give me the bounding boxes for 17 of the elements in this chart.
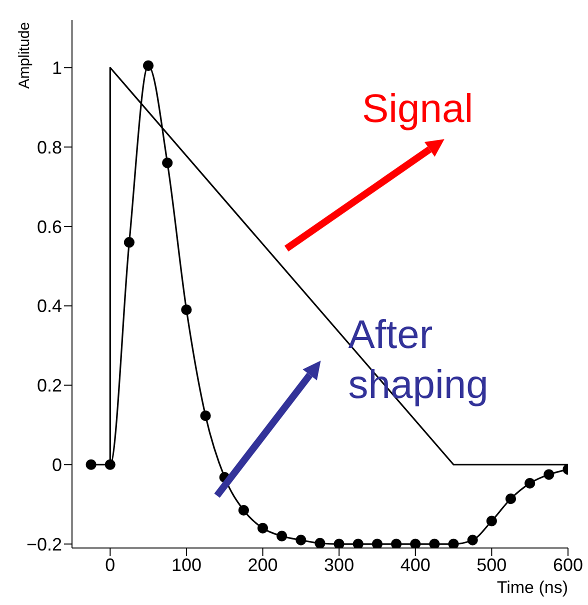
y-tick-label: 0.2: [36, 376, 62, 396]
annotation: Signal: [362, 86, 474, 133]
y-tick-label: 0: [52, 455, 62, 476]
x-tick-label: 300: [324, 554, 354, 575]
y-tick-label: 0.6: [36, 216, 62, 237]
y-axis-title: Amplitude: [16, 22, 33, 89]
x-tick-label: 400: [400, 554, 430, 575]
x-tick-label: 200: [248, 554, 278, 575]
x-axis-title: Time (ns): [496, 578, 568, 598]
y-tick-label: 0.8: [36, 137, 62, 158]
x-tick-label: 600: [552, 554, 584, 575]
y-tick-label: −0.2: [26, 534, 62, 554]
y-tick-label: 1: [52, 58, 62, 78]
x-tick-label: 100: [171, 554, 202, 575]
x-tick-label: 0: [105, 554, 116, 575]
y-tick-label: 0.4: [36, 296, 62, 316]
x-tick-label: 500: [476, 554, 507, 575]
